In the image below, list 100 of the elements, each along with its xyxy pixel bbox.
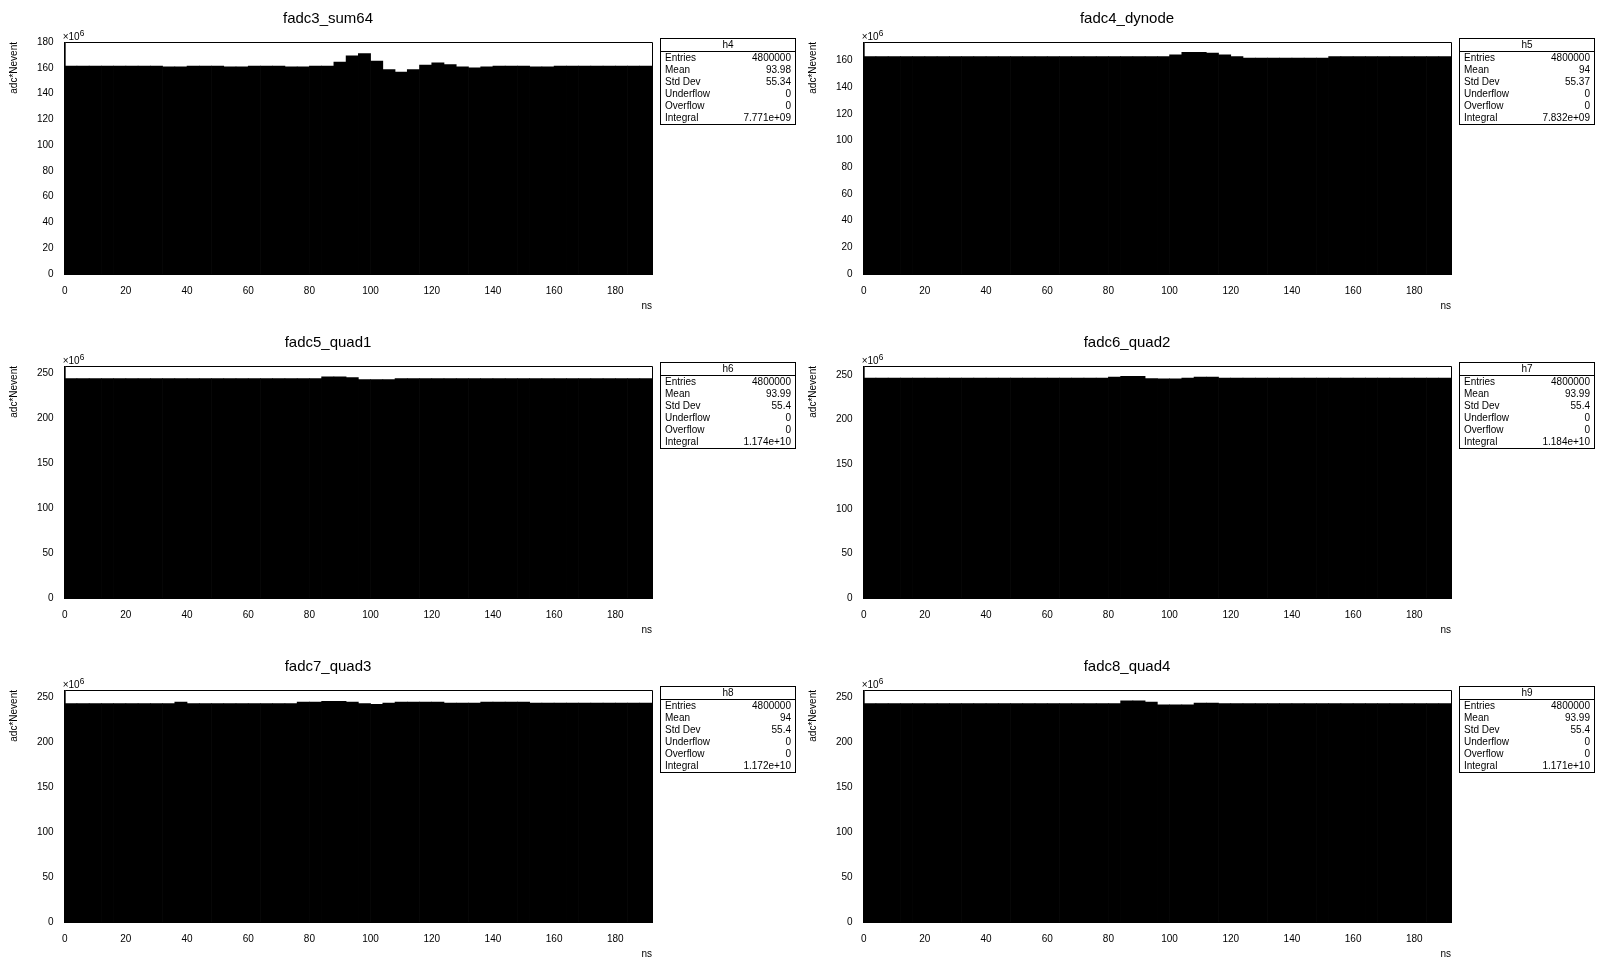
text: Std Dev [665,76,701,88]
text: Integral [1464,436,1498,448]
y-tick-label: 100 [836,134,854,146]
text: 1.184e+10 [1542,436,1590,448]
y-tick-label: 250 [37,690,55,702]
x-axis-title: ns [641,623,652,635]
text: Mean [665,64,691,76]
text: Underflow [665,88,711,100]
x-tick-label: 180 [606,932,625,944]
x-tick-label: 160 [545,932,563,944]
x-tick-label: 140 [1283,608,1301,620]
x-tick-label: 0 [61,608,68,620]
text: Mean [1464,712,1490,724]
x-tick-label: 140 [1283,284,1301,296]
y-tick-label: 250 [836,368,854,380]
y-axis-title: adc*Nevent [7,41,19,94]
text: 0 [785,88,791,100]
text: Integral [665,436,699,448]
text: Entries [1464,376,1496,388]
text: h9 [1460,687,1594,700]
x-tick-label: 120 [423,932,441,944]
text: Mean [665,388,691,400]
text: 55.34 [765,76,791,88]
x-tick-label: 140 [484,284,502,296]
text: 55.4 [1570,724,1590,736]
text: Entries [1464,52,1496,64]
text: 0 [1584,424,1590,436]
y-tick-label: 150 [836,457,854,469]
y-axis-title: adc*Nevent [806,41,818,94]
x-tick-label: 40 [980,932,993,944]
y-tick-label: 40 [841,214,854,226]
text: 0 [1584,88,1590,100]
x-tick-label: 160 [1344,932,1362,944]
y-tick-label: 150 [37,456,55,468]
y-tick-label: 50 [841,870,854,882]
text: 93.98 [765,64,791,76]
text: 4800000 [752,52,791,64]
text: 4800000 [752,700,791,712]
y-tick-label: 120 [836,107,854,119]
y-tick-label: 40 [42,216,55,228]
text: 0 [1584,412,1590,424]
y-tick-label: 0 [847,915,854,927]
x-tick-label: 180 [606,608,625,620]
y-tick-label: 160 [836,54,854,66]
x-tick-label: 100 [1161,284,1179,296]
y-axis-title: adc*Nevent [806,365,818,418]
text: Mean [665,712,691,724]
text: Underflow [1464,736,1510,748]
text: Overflow [1464,100,1504,112]
text: 0 [1584,748,1590,760]
x-axis-title: ns [1440,623,1451,635]
text: 94 [1578,64,1590,76]
x-tick-label: 120 [1222,284,1240,296]
x-tick-label: 120 [1222,608,1240,620]
y-tick-label: 60 [42,190,55,202]
annotation: ×10$^{6}$ [861,28,884,43]
x-tick-label: 0 [860,932,867,944]
text: 1.174e+10 [743,436,791,448]
y-tick-label: 100 [37,138,55,150]
x-tick-label: 0 [860,284,867,296]
x-tick-label: 0 [860,608,867,620]
x-tick-label: 140 [484,608,502,620]
x-tick-label: 180 [1405,932,1424,944]
text: Underflow [1464,412,1510,424]
x-tick-label: 80 [303,932,316,944]
y-tick-label: 0 [48,591,55,603]
text: 0 [1584,736,1590,748]
y-tick-label: 0 [847,591,854,603]
x-tick-label: 60 [1041,932,1054,944]
text: 0 [1584,100,1590,112]
annotation: ×10$^{6}$ [62,676,85,691]
x-tick-label: 40 [181,932,194,944]
y-tick-label: 100 [836,502,854,514]
text: Std Dev [665,400,701,412]
y-axis-title: adc*Nevent [7,365,19,418]
y-tick-label: 0 [847,267,854,279]
text: 4800000 [1551,700,1590,712]
x-tick-label: 160 [1344,608,1362,620]
text: Std Dev [1464,400,1500,412]
text: 55.4 [771,724,791,736]
text: h7 [1460,363,1594,376]
x-tick-label: 100 [362,284,380,296]
annotation: ×10$^{6}$ [62,28,85,43]
x-tick-label: 20 [120,284,132,296]
text: 1.171e+10 [1542,760,1590,772]
x-tick-label: 100 [362,608,380,620]
x-axis-title: ns [1440,299,1451,311]
x-tick-label: 80 [303,608,316,620]
text: 93.99 [765,388,791,400]
annotation: ×10$^{6}$ [861,676,884,691]
text: Overflow [665,100,705,112]
x-tick-label: 20 [120,932,132,944]
annotation: ×10$^{6}$ [861,352,884,367]
annotation: ×10$^{6}$ [62,352,85,367]
x-tick-label: 100 [1161,608,1179,620]
x-tick-label: 0 [61,284,68,296]
text: Std Dev [665,724,701,736]
text: Std Dev [1464,724,1500,736]
x-tick-label: 140 [1283,932,1301,944]
x-tick-label: 180 [606,284,625,296]
